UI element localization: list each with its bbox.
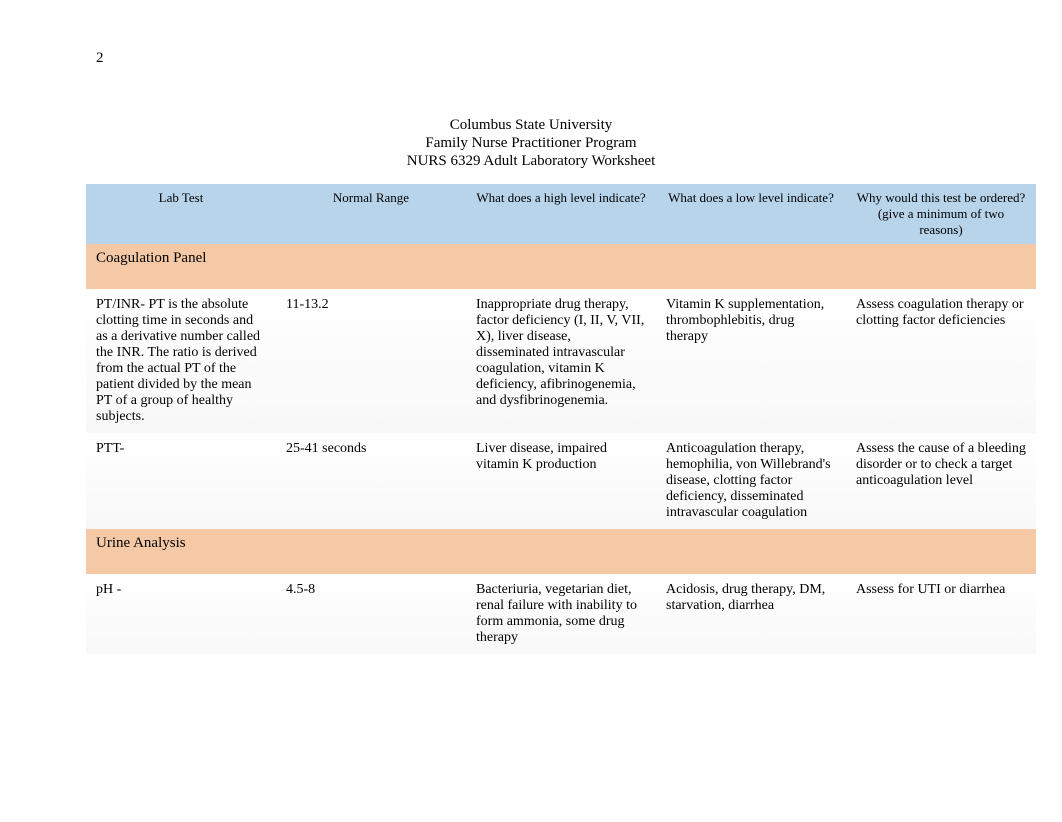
table-header-row: Lab Test Normal Range What does a high l… xyxy=(86,184,1036,244)
cell-test: PT/INR- PT is the absolute clotting time… xyxy=(86,289,276,433)
cell-why: Assess coagulation therapy or clotting f… xyxy=(846,289,1036,433)
cell-range: 11-13.2 xyxy=(276,289,466,433)
header-university: Columbus State University xyxy=(0,116,1062,134)
cell-low: Anticoagulation therapy, hemophilia, von… xyxy=(656,433,846,529)
document-header: Columbus State University Family Nurse P… xyxy=(0,116,1062,170)
table-row: pH -4.5-8Bacteriuria, vegetarian diet, r… xyxy=(86,574,1036,654)
cell-test: pH - xyxy=(86,574,276,654)
page-number: 2 xyxy=(96,50,104,67)
lab-worksheet-table: Lab Test Normal Range What does a high l… xyxy=(86,184,1036,654)
table-body: Coagulation PanelPT/INR- PT is the absol… xyxy=(86,244,1036,654)
col-header-test: Lab Test xyxy=(86,184,276,244)
section-row: Coagulation Panel xyxy=(86,244,1036,289)
lab-table: Lab Test Normal Range What does a high l… xyxy=(86,184,1036,654)
cell-why: Assess for UTI or diarrhea xyxy=(846,574,1036,654)
table-row: PTT-25-41 secondsLiver disease, impaired… xyxy=(86,433,1036,529)
cell-high: Liver disease, impaired vitamin K produc… xyxy=(466,433,656,529)
cell-range: 4.5-8 xyxy=(276,574,466,654)
col-header-high: What does a high level indicate? xyxy=(466,184,656,244)
table-row: PT/INR- PT is the absolute clotting time… xyxy=(86,289,1036,433)
section-row: Urine Analysis xyxy=(86,529,1036,574)
cell-range: 25-41 seconds xyxy=(276,433,466,529)
col-header-why: Why would this test be ordered? (give a … xyxy=(846,184,1036,244)
header-course: NURS 6329 Adult Laboratory Worksheet xyxy=(0,152,1062,170)
section-title: Coagulation Panel xyxy=(86,244,1036,289)
cell-test: PTT- xyxy=(86,433,276,529)
header-program: Family Nurse Practitioner Program xyxy=(0,134,1062,152)
section-title: Urine Analysis xyxy=(86,529,1036,574)
cell-why: Assess the cause of a bleeding disorder … xyxy=(846,433,1036,529)
cell-high: Inappropriate drug therapy, factor defic… xyxy=(466,289,656,433)
cell-low: Acidosis, drug therapy, DM, starvation, … xyxy=(656,574,846,654)
col-header-low: What does a low level indicate? xyxy=(656,184,846,244)
col-header-range: Normal Range xyxy=(276,184,466,244)
cell-high: Bacteriuria, vegetarian diet, renal fail… xyxy=(466,574,656,654)
cell-low: Vitamin K supplementation, thrombophlebi… xyxy=(656,289,846,433)
